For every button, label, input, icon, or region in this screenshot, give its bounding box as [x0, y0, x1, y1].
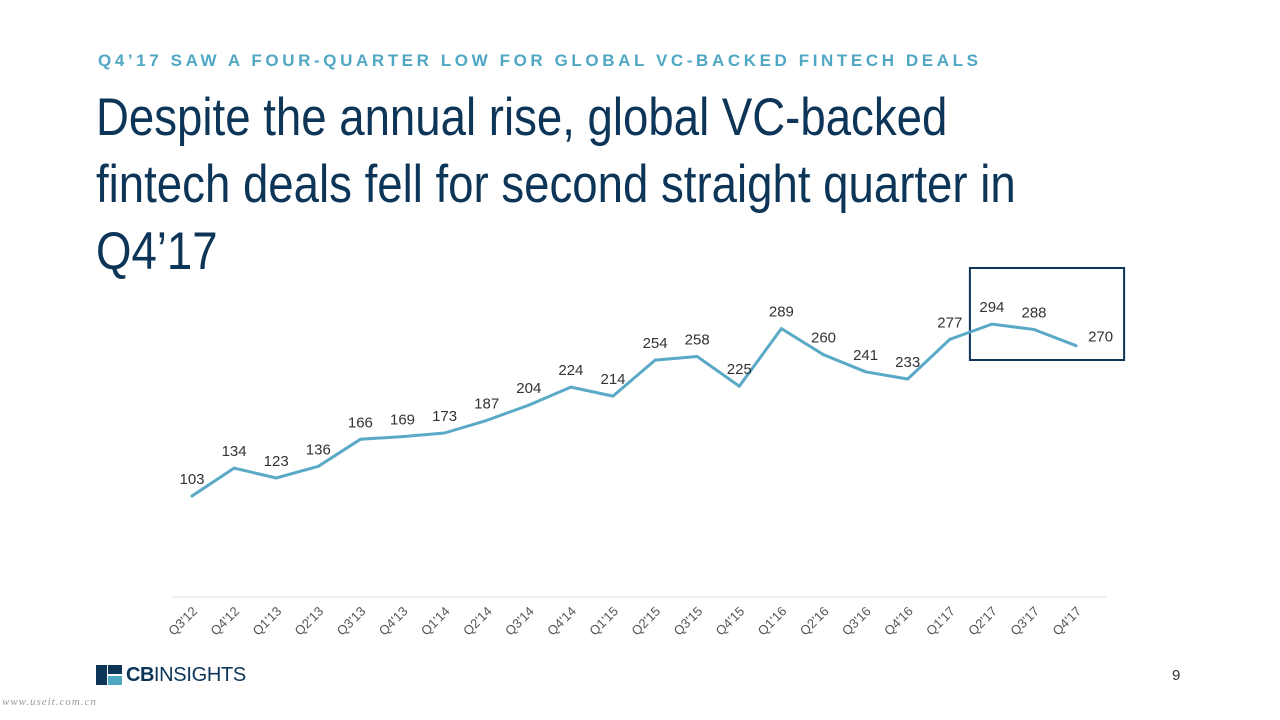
data-point: [443, 431, 447, 435]
chart-marks: 103 134 123 136 166 169 173 187 204 224 214 254 258 2…: [179, 267, 1126, 498]
x-tick-label: Q3'13: [334, 604, 369, 639]
data-point: [569, 385, 573, 389]
x-tick-label: Q3'15: [670, 604, 705, 639]
data-label: 258: [685, 332, 710, 349]
data-point: [906, 377, 910, 381]
x-tick-label: Q4'14: [544, 604, 579, 639]
data-label: 224: [558, 362, 583, 379]
x-tick-label: Q4'13: [376, 604, 411, 639]
x-tick-label: Q3'14: [502, 604, 537, 639]
logo-text-insights: INSIGHTS: [153, 663, 246, 686]
data-point: [401, 435, 404, 439]
x-tick-label: Q3'12: [165, 604, 200, 639]
x-tick-label: Q4'16: [881, 604, 916, 639]
x-tick-label: Q2'17: [965, 604, 1000, 639]
page-number: 9: [1172, 667, 1181, 684]
x-tick-label: Q2'14: [460, 604, 495, 639]
data-label: 136: [306, 441, 331, 458]
data-label: 260: [811, 330, 836, 347]
data-label: 254: [643, 335, 668, 352]
data-label: 187: [474, 395, 499, 412]
data-label: 233: [895, 354, 920, 371]
data-label: 225: [727, 361, 752, 378]
x-tick-label: Q2'16: [797, 604, 832, 639]
data-label: 214: [600, 371, 625, 388]
data-point: [695, 355, 699, 358]
data-point: [822, 353, 825, 357]
logo-text-cb: CB: [126, 663, 154, 686]
data-label: 241: [853, 347, 878, 364]
data-point: [316, 464, 320, 468]
data-label: 270: [1088, 329, 1113, 346]
data-point: [653, 358, 657, 362]
data-point: [232, 466, 236, 470]
x-tick-label: Q1'17: [923, 604, 958, 639]
x-tick-label: Q3'16: [839, 604, 874, 639]
x-tick-label: Q2'15: [628, 604, 663, 639]
data-label: 166: [348, 414, 373, 431]
data-label: 134: [222, 443, 247, 460]
x-tick-label: Q1'14: [418, 604, 453, 639]
cb-insights-logo-icon: [96, 665, 122, 685]
x-tick-label: Q3'17: [1007, 604, 1042, 639]
data-point: [190, 494, 194, 498]
data-point: [527, 403, 531, 407]
slide-kicker: Q4’17 SAW A FOUR-QUARTER LOW FOR GLOBAL …: [98, 51, 982, 70]
data-point: [990, 322, 994, 326]
data-point: [737, 384, 741, 388]
x-tick-label: Q4'12: [207, 604, 242, 639]
data-label: 123: [264, 453, 289, 470]
data-label: 204: [516, 380, 541, 397]
data-point: [358, 437, 362, 441]
data-label: 294: [979, 299, 1004, 316]
data-point: [864, 370, 868, 374]
x-tick-label: Q1'16: [755, 604, 790, 639]
data-point: [779, 327, 783, 331]
data-point: [1074, 344, 1078, 348]
data-point: [1032, 328, 1036, 331]
watermark: www.useit.com.cn: [2, 696, 97, 708]
x-tick-labels: Q3'12 Q4'12 Q1'13 Q2'13 Q3'13 Q4'13 Q1'14 Q2'14…: [165, 604, 1084, 639]
data-point: [948, 337, 952, 341]
data-label: 277: [937, 314, 962, 331]
data-point: [274, 476, 278, 480]
x-tick-label: Q2'13: [292, 604, 327, 639]
x-tick-label: Q1'15: [586, 604, 621, 639]
data-label: 103: [179, 471, 204, 488]
highlight-box: [968, 267, 1126, 361]
data-label: 289: [769, 304, 794, 321]
x-tick-label: Q1'13: [249, 604, 284, 639]
series-line: [191, 322, 1077, 498]
x-tick-label: Q4'15: [713, 604, 748, 639]
data-label: 288: [1021, 305, 1046, 322]
x-tick-label: Q4'17: [1049, 604, 1084, 639]
cb-insights-logo: CB INSIGHTS: [96, 664, 246, 686]
data-point: [485, 418, 489, 422]
data-point: [611, 394, 615, 398]
slide-headline: Despite the annual rise, global VC-backe…: [96, 88, 1016, 281]
data-label: 173: [432, 408, 457, 425]
data-label: 169: [390, 412, 415, 429]
